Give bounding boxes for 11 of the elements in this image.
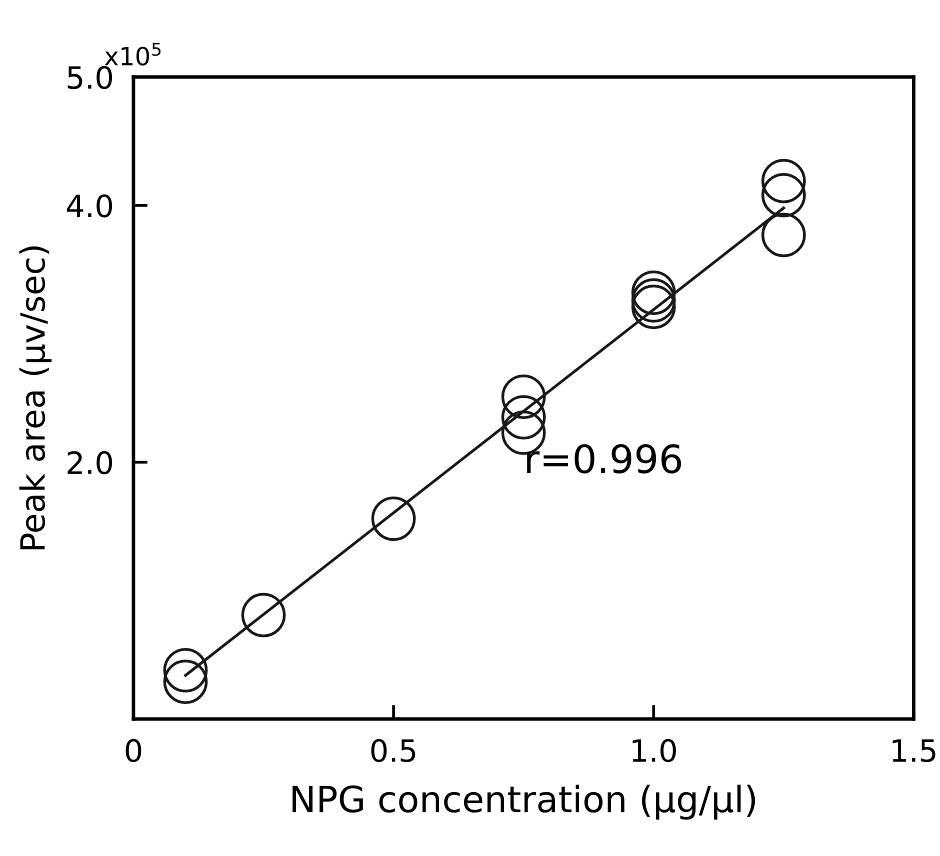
x-tick-label: 1.5 xyxy=(892,739,936,762)
y-tick-label: 2.0 xyxy=(68,451,112,474)
x-axis-title: NPG concentration (μg/μl) xyxy=(292,784,756,820)
annotation: r=0.996 xyxy=(527,444,682,474)
text: x10$^{5}$ xyxy=(104,42,161,66)
y-tick-label: 4.0 xyxy=(66,194,112,218)
y-tick-label: 5.0 xyxy=(68,66,112,90)
x-tick-label: 1.0 xyxy=(632,739,676,762)
x-tick-label: 0.5 xyxy=(371,739,416,762)
x-tick-label: 0 xyxy=(126,739,142,762)
y-axis-title: Peak area (μv/sec) xyxy=(19,246,52,550)
